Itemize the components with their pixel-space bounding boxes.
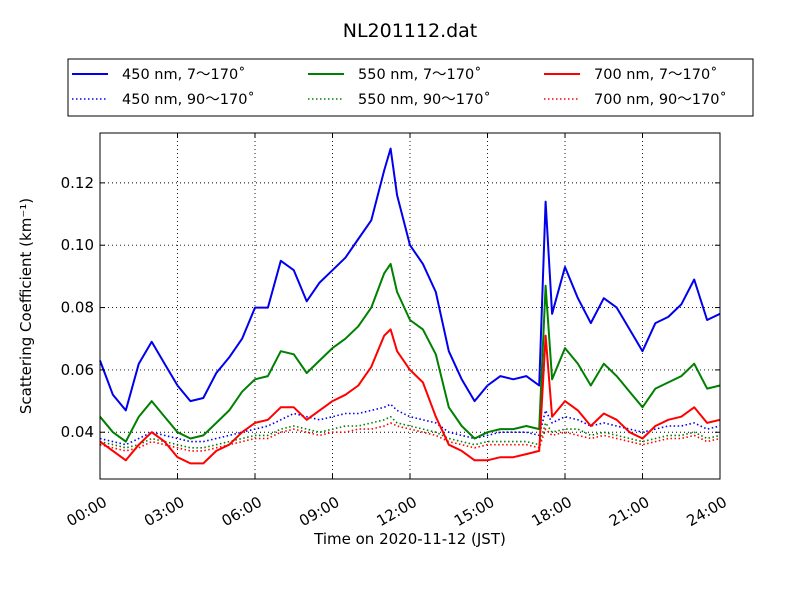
legend-label-1: 450 nm, 7～170˚ bbox=[122, 66, 245, 83]
y-tick-label: 0.12 bbox=[61, 174, 94, 192]
series-group bbox=[99, 147, 721, 465]
x-tick-label: 00:00 bbox=[64, 493, 110, 530]
y-tick-label: 0.10 bbox=[61, 236, 94, 254]
series-line-5 bbox=[99, 328, 721, 465]
x-tick-label: 18:00 bbox=[529, 493, 575, 530]
x-tick-label: 12:00 bbox=[374, 493, 420, 530]
legend-label-3: 550 nm, 7～170˚ bbox=[358, 66, 481, 83]
x-tick-label: 03:00 bbox=[141, 493, 187, 530]
x-tick-label: 09:00 bbox=[296, 493, 342, 530]
legend-label-2: 450 nm, 90～170˚ bbox=[122, 91, 255, 108]
x-tick-label: 06:00 bbox=[219, 493, 265, 530]
x-tick-label: 21:00 bbox=[606, 493, 652, 530]
grid bbox=[100, 133, 720, 479]
y-axis-label: Scattering Coefficient (km⁻¹) bbox=[17, 198, 35, 414]
y-tick-label: 0.04 bbox=[61, 423, 94, 441]
series-line-1 bbox=[99, 147, 721, 412]
ticks bbox=[99, 133, 721, 479]
x-tick-label: 24:00 bbox=[684, 493, 730, 530]
series-line-3 bbox=[99, 262, 721, 443]
series-line-6 bbox=[99, 422, 721, 452]
y-tick-label: 0.06 bbox=[61, 361, 94, 379]
legend-label-5: 700 nm, 7～170˚ bbox=[594, 66, 717, 83]
y-tick-labels: 0.04 0.06 0.08 0.10 0.12 bbox=[61, 174, 94, 441]
legend: 450 nm, 7～170˚ 450 nm, 90～170˚ 550 nm, 7～1… bbox=[67, 58, 754, 117]
legend-label-4: 550 nm, 90～170˚ bbox=[358, 91, 491, 108]
legend-box bbox=[67, 58, 754, 117]
y-tick-label: 0.08 bbox=[61, 299, 94, 317]
legend-label-6: 700 nm, 90～170˚ bbox=[594, 91, 727, 108]
chart-title: NL201112.dat bbox=[343, 20, 478, 42]
series-line-2 bbox=[99, 403, 721, 446]
x-tick-label: 15:00 bbox=[451, 493, 497, 530]
series-line-4 bbox=[99, 415, 721, 449]
x-tick-labels: 00:00 03:00 06:00 09:00 12:00 15:00 18:00 21:00… bbox=[64, 493, 730, 530]
x-axis-label: Time on 2020-11-12 (JST) bbox=[313, 530, 506, 548]
